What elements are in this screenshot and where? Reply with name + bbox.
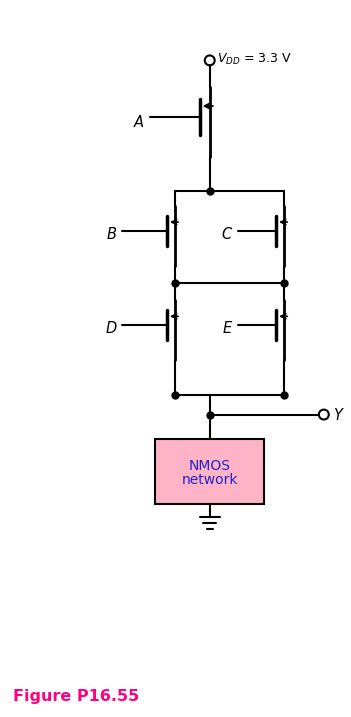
Text: NMOS: NMOS xyxy=(189,459,231,473)
Text: $V_{DD}$ = 3.3 V: $V_{DD}$ = 3.3 V xyxy=(217,52,292,67)
Text: $E$: $E$ xyxy=(222,320,233,336)
Text: $C$: $C$ xyxy=(221,226,233,242)
Text: Figure P16.55: Figure P16.55 xyxy=(13,689,140,704)
Bar xyxy=(155,440,264,504)
Text: $A$: $A$ xyxy=(133,114,145,130)
Text: $Y$: $Y$ xyxy=(333,407,345,422)
Text: $B$: $B$ xyxy=(106,226,118,242)
Text: network: network xyxy=(181,473,238,487)
Text: $D$: $D$ xyxy=(105,320,118,336)
